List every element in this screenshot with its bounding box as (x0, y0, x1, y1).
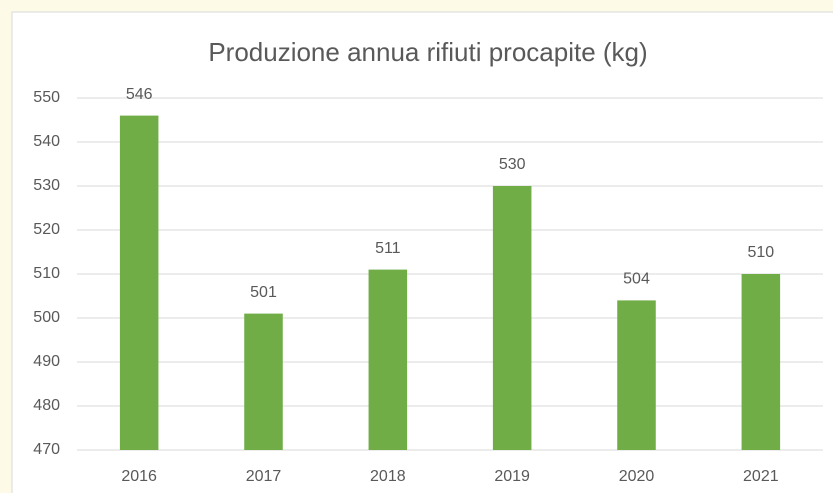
chart-title: Produzione annua rifiuti procapite (kg) (208, 37, 647, 67)
y-tick-label: 490 (33, 353, 60, 370)
y-tick-label: 530 (33, 177, 60, 194)
x-tick-label: 2020 (619, 468, 655, 485)
data-label: 546 (126, 86, 153, 103)
x-tick-label: 2019 (494, 468, 530, 485)
bar (741, 274, 781, 450)
bar (244, 313, 283, 450)
y-tick-label: 550 (33, 89, 60, 106)
y-tick-label: 500 (33, 309, 60, 326)
bar (492, 186, 532, 450)
y-tick-label: 470 (33, 441, 60, 458)
y-tick-label: 480 (33, 397, 60, 414)
x-tick-label: 2021 (743, 468, 779, 485)
data-label: 511 (375, 240, 401, 257)
bar (368, 269, 408, 450)
x-tick-label: 2017 (246, 468, 282, 485)
x-tick-label: 2018 (370, 468, 406, 485)
data-label: 510 (747, 244, 774, 261)
y-tick-label: 510 (33, 265, 60, 282)
data-label: 501 (250, 284, 277, 301)
x-tick-label: 2016 (121, 468, 157, 485)
y-tick-label: 540 (33, 133, 60, 150)
bar (119, 115, 159, 450)
y-tick-label: 520 (33, 221, 60, 238)
data-label: 504 (623, 271, 650, 288)
data-label: 530 (499, 156, 526, 173)
bar (617, 300, 656, 450)
